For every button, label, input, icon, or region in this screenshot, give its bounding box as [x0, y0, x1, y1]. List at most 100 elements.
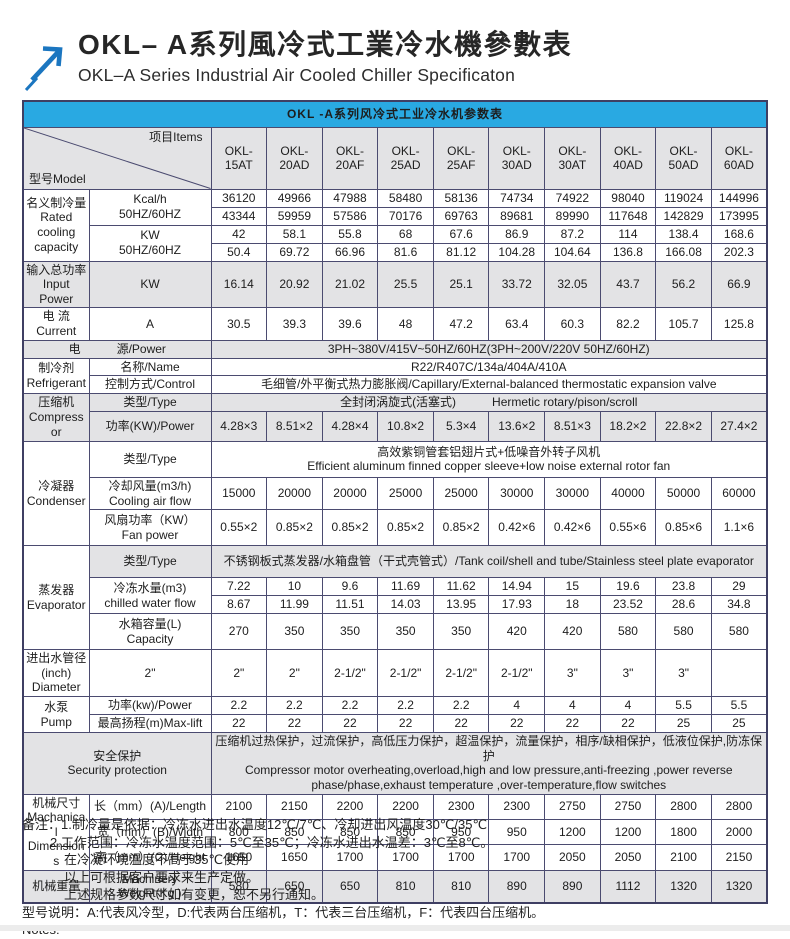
note-line: 备注：1.制冷量是依据：冷冻水进出水温度12℃/7℃、冷却进出风温度30℃/35…	[22, 817, 488, 832]
row-label-cell: 控制方式/Control	[88, 375, 212, 394]
row-label-cell: 高（mm）(C)/Height	[88, 844, 212, 871]
value-cell: 48	[377, 307, 434, 341]
value-cell: 1650	[266, 844, 323, 871]
value-cell: 4	[544, 696, 601, 715]
value-cell: 7.22	[210, 577, 268, 597]
value-cell: 70176	[377, 206, 434, 226]
table-title-bar: OKL -A系列风冷式工业冷水机参数表	[22, 100, 768, 128]
value-cell: 30000	[544, 476, 601, 511]
value-cell: 81.6	[377, 242, 434, 262]
row-label-cell: 安全保护 Security protection	[22, 732, 212, 795]
value-cell: 23.8	[655, 577, 712, 597]
value-cell: 114	[599, 224, 657, 244]
table-row: 电 源/Power 3PH~380V/415V~50HZ/60HZ(3PH~200…	[22, 339, 768, 359]
value-cell: 138.4	[655, 224, 712, 244]
value-cell: 810	[377, 869, 434, 904]
value-cell: 166.08	[655, 242, 712, 262]
value-cell: 30.5	[210, 307, 268, 341]
table-row: 功率(KW)/Power 4.28×3 8.51×2 4.28×4 10.8×2 5.3×…	[23, 410, 768, 442]
value-cell: 13.6×2	[488, 410, 546, 442]
value-cell: 27.4×2	[710, 410, 768, 442]
value-cell: 66.9	[710, 260, 768, 309]
value-cell: 22.8×2	[655, 410, 712, 442]
value-cell: 2-1/2"	[377, 649, 434, 697]
value-cell: 86.9	[488, 224, 546, 244]
row-label-cell: 冷却风量(m3/h) Cooling air flow	[88, 476, 212, 511]
row-label-cell: 水箱容量(L) Capacity	[88, 613, 212, 651]
value-cell: 580	[710, 613, 768, 651]
value-cell: 2-1/2"	[488, 649, 546, 697]
page-bottom-strip	[0, 925, 790, 931]
value-cell: 136.8	[599, 242, 657, 262]
value-cell: 2750	[599, 793, 657, 820]
value-cell: 2750	[544, 793, 601, 820]
value-cell: 63.4	[488, 307, 546, 341]
value-cell: 21.02	[321, 260, 379, 309]
value-cell: 74922	[544, 188, 601, 208]
table-row: 冷冻水量(m3) chilled water flow 7.22 10 9.6 11.6…	[23, 577, 768, 615]
row-label-cell: A	[88, 307, 212, 341]
value-cell: 2100	[655, 844, 712, 871]
value-cell: 168.6	[710, 224, 768, 244]
corner-model-label: 型号Model	[29, 171, 86, 186]
value-cell: 20000	[266, 476, 323, 511]
value-cell: 82.2	[599, 307, 657, 341]
value-cell: 350	[321, 613, 379, 651]
value-cell: R22/R407C/134a/404A/410A	[210, 357, 768, 377]
document-header: OKL– A系列風冷式工業冷水機參數表 OKL–A Series Industr…	[24, 29, 572, 92]
value-cell: 270	[210, 613, 268, 651]
value-cell: 10.8×2	[377, 410, 434, 442]
value-cell: 3"	[599, 649, 657, 697]
row-label-cell: 输入总功率 Input Power	[22, 260, 90, 309]
value-cell: 105.7	[655, 307, 712, 341]
value-cell: 4.28×4	[321, 410, 379, 442]
value-cell: 202.3	[710, 242, 768, 262]
value-cell: 142829	[655, 206, 712, 226]
value-cell: 89681	[488, 206, 546, 226]
value-cell: 2.2	[266, 696, 323, 715]
row-label-cell: 压缩机 Compressor	[22, 392, 90, 442]
value-cell: 0.85×2	[266, 509, 323, 547]
row-label-cell: KW	[88, 260, 212, 309]
value-cell: 0.85×6	[655, 509, 712, 547]
table-row: 冷凝器 Condenser 类型/Type 高效紫铜管套铝翅片式+低噪音外转子风机 …	[22, 440, 768, 547]
value-cell: 压缩机过热保护，过流保护，高低压力保护，超温保护，流量保护，相序/缺相保护，低液…	[210, 732, 768, 795]
value-cell: 420	[488, 613, 546, 651]
value-cell: 22	[321, 714, 379, 733]
value-cell: 2800	[655, 793, 712, 820]
value-cell: 580	[210, 869, 268, 904]
value-cell: 81.12	[432, 242, 490, 262]
row-label-cell: 冷冻水量(m3) chilled water flow	[88, 577, 212, 615]
model-header-cell: OKL- 60AD	[710, 127, 768, 190]
value-cell: 47.2	[432, 307, 490, 341]
note-line: 以上可根据客户要求来生产定做。	[64, 869, 260, 885]
value-cell: 650	[321, 869, 379, 904]
value-cell: 1650	[210, 844, 268, 871]
value-cell: 8.51×3	[544, 410, 601, 442]
spec-table-body: 名义制冷量 Rated cooling capacity Kcal/h 50HZ/…	[22, 188, 768, 904]
value-cell: 4.28×3	[210, 410, 268, 442]
value-cell: 350	[377, 613, 434, 651]
table-row: 电 流 Current A 30.5 39.3 39.6 48 47.2 63.4 60.3 82…	[22, 307, 768, 341]
table-row: 名义制冷量 Rated cooling capacity Kcal/h 50HZ/…	[22, 188, 768, 262]
value-cell: 2.2	[210, 696, 268, 715]
value-cell: 1700	[488, 844, 546, 871]
value-cell: 0.42×6	[544, 509, 601, 547]
value-cell: 2150	[710, 844, 768, 871]
table-row: 控制方式/Control 毛细管/外平衡式热力膨胀阀/Capillary/Exte…	[23, 375, 768, 394]
value-cell: 2.2	[321, 696, 379, 715]
value-cell: 350	[266, 613, 323, 651]
value-cell: 2"	[210, 649, 268, 697]
corner-cell: 型号Model 项目Items	[22, 127, 212, 190]
value-cell: 32.05	[544, 260, 601, 309]
value-cell: 67.6	[432, 224, 490, 244]
value-cell: 58480	[377, 188, 434, 208]
value-cell: 20.92	[266, 260, 323, 309]
value-cell: 74734	[488, 188, 546, 208]
value-cell: 47988	[321, 188, 379, 208]
value-cell: 22	[432, 714, 490, 733]
table-row: KW 50HZ/60HZ 42 58.1 55.8 68 67.6 86.9 87.2 114 1…	[23, 224, 768, 262]
value-cell: 173995	[710, 206, 768, 226]
spec-table: OKL -A系列风冷式工业冷水机参数表 型号Model 项目Items OKL-…	[22, 100, 768, 905]
model-header-cell: OKL- 25AF	[432, 127, 490, 190]
